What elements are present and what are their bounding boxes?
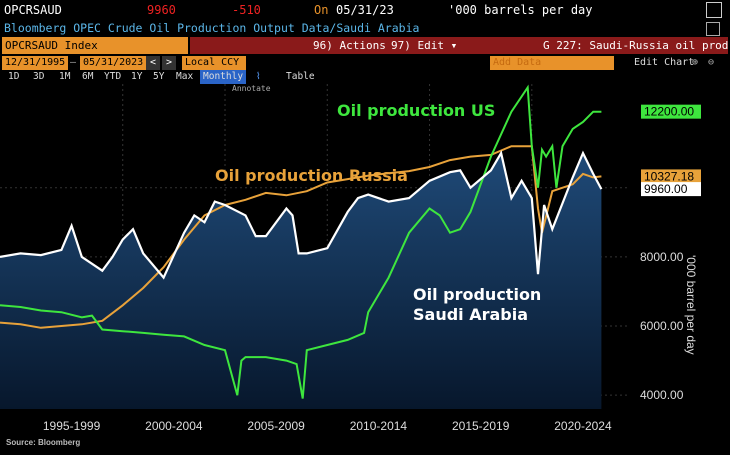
period-1d[interactable]: 1D <box>8 71 20 82</box>
period-3d[interactable]: 3D <box>33 71 45 82</box>
actions-button[interactable]: 96) Actions ▾ <box>310 37 399 54</box>
frequency-select[interactable]: Monthly <box>200 70 247 84</box>
subtitle: Bloomberg OPEC Crude Oil Production Outp… <box>4 21 420 35</box>
currency-select[interactable]: Local CCY <box>182 56 246 70</box>
range-controls: 12/31/1995 – 05/31/2023 < > Local CCY Ad… <box>0 56 730 70</box>
last-value: 9960 <box>147 3 176 17</box>
x-tick-label: 2010-2014 <box>349 419 408 433</box>
period-max[interactable]: Max <box>176 71 194 82</box>
period-bar: 1D 3D 1M 6M YTD 1Y 5Y Max Monthly ⌇ Tabl… <box>0 70 730 93</box>
toolbar: OPCRSAUD Index 96) Actions ▾ 97) Edit ▾ … <box>0 37 730 54</box>
security-field[interactable] <box>190 37 314 54</box>
saudi-area <box>0 153 602 409</box>
x-tick-label: 1995-1999 <box>42 419 101 433</box>
x-axis: 1995-1999 2000-2004 2005-2009 2010-2014 2015… <box>0 410 730 446</box>
last-value-badge-saudi <box>641 182 701 197</box>
x-tick-label: 2015-2019 <box>451 419 510 433</box>
last-value-badge-russia <box>641 169 701 184</box>
ticker: OPCRSAUD <box>4 3 62 17</box>
next-arrow-icon[interactable]: > <box>162 56 176 70</box>
start-date-input[interactable]: 12/31/1995 <box>2 56 68 70</box>
prev-arrow-icon[interactable]: < <box>146 56 160 70</box>
zoom-out-icon[interactable]: ⊖ <box>708 57 715 68</box>
y-tick-label: 6000.00 <box>640 319 684 333</box>
x-tick-label: 2020-2024 <box>554 419 612 433</box>
zoom-icon[interactable]: ⊕ <box>692 57 699 68</box>
annotate-button[interactable]: Annotate <box>232 84 271 93</box>
y-tick-label: 8000.00 <box>640 250 684 264</box>
russia-line <box>0 145 602 329</box>
last-value-text-saudi: 9960.00 <box>644 182 688 196</box>
y-tick-label: 4000.00 <box>640 388 684 402</box>
saudi-line <box>0 150 603 280</box>
chart-name: G 227: Saudi-Russia oil prod <box>540 37 728 54</box>
saudi-annotation-line2: Saudi Arabia <box>413 305 528 324</box>
edit-chart-button[interactable]: Edit Chart <box>634 57 695 68</box>
table-button[interactable]: Table <box>286 71 315 82</box>
units-label: '000 barrels per day <box>448 3 593 17</box>
last-value-text-russia: 10327.18 <box>644 169 694 183</box>
last-value-badge-us <box>641 104 701 119</box>
change-value: -510 <box>232 3 261 17</box>
settings-icon[interactable] <box>706 22 720 36</box>
quote-date: 05/31/23 <box>336 3 394 17</box>
us-line <box>0 84 602 399</box>
russia-annotation: Oil production Russia <box>215 166 408 185</box>
saudi-annotation-line1: Oil production <box>413 285 541 304</box>
edit-button[interactable]: 97) Edit ▾ <box>388 37 544 54</box>
quote-header: OPCRSAUD 9960 -510 On 05/31/23 '000 barr… <box>0 0 730 20</box>
end-date-input[interactable]: 05/31/2023 <box>80 56 146 70</box>
period-6m[interactable]: 6M <box>82 71 94 82</box>
expand-icon[interactable] <box>706 2 722 18</box>
period-1m[interactable]: 1M <box>59 71 71 82</box>
x-tick-label: 2005-2009 <box>247 419 305 433</box>
last-value-text-us: 12200.00 <box>644 105 694 119</box>
on-label: On <box>314 3 329 17</box>
period-5y[interactable]: 5Y <box>153 71 165 82</box>
add-data-input[interactable]: Add Data <box>490 56 614 70</box>
period-ytd[interactable]: YTD <box>104 71 122 82</box>
us-annotation: Oil production US <box>337 101 495 120</box>
y-axis-label: '000 barrel per day <box>684 255 698 355</box>
period-1y[interactable]: 1Y <box>131 71 143 82</box>
index-label[interactable]: OPCRSAUD Index <box>2 37 188 54</box>
chart-type-icon[interactable]: ⌇ <box>256 71 261 82</box>
source-note: Source: Bloomberg <box>6 438 81 447</box>
x-tick-label: 2000-2004 <box>145 419 203 433</box>
subtitle-bar: Bloomberg OPEC Crude Oil Production Outp… <box>0 20 730 36</box>
